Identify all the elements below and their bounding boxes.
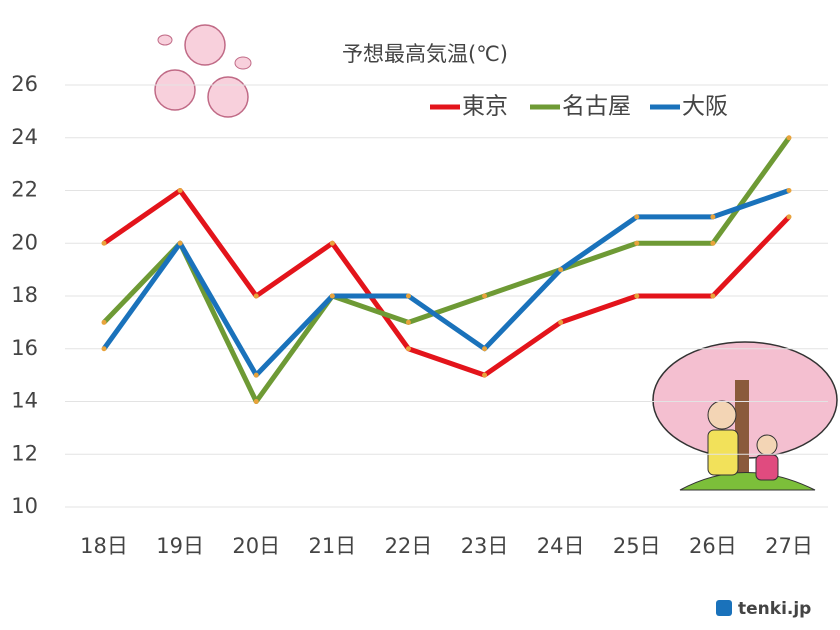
legend: 東京 名古屋 大阪 <box>430 94 728 120</box>
point <box>482 372 488 378</box>
point <box>786 135 792 141</box>
point <box>253 399 259 404</box>
point <box>253 372 259 378</box>
logo-icon <box>716 600 732 616</box>
point <box>253 293 259 299</box>
source: tenki.jp <box>738 599 811 619</box>
x-tick-label: 22日 <box>385 534 433 558</box>
y-tick-label: 18 <box>11 283 38 307</box>
legend-label: 東京 <box>462 94 508 120</box>
point <box>101 346 107 352</box>
y-tick-label: 26 <box>11 72 38 96</box>
point <box>329 240 335 246</box>
y-tick-label: 16 <box>11 336 38 360</box>
point <box>786 214 792 220</box>
x-tick-label: 23日 <box>461 534 509 558</box>
y-tick-label: 12 <box>11 441 38 465</box>
point <box>405 293 411 299</box>
blossoms <box>154 24 252 118</box>
point <box>558 267 564 273</box>
x-tick-label: 20日 <box>232 534 280 558</box>
point <box>101 319 107 325</box>
point <box>177 240 183 246</box>
point <box>786 188 792 193</box>
series-line <box>102 188 791 378</box>
point <box>634 240 640 246</box>
x-tick-label: 24日 <box>537 534 585 558</box>
point <box>558 319 564 325</box>
point <box>710 214 716 220</box>
x-tick-label: 18日 <box>80 534 128 558</box>
point <box>482 346 488 352</box>
x-tick-label: 26日 <box>689 534 737 558</box>
point <box>405 319 411 325</box>
point <box>405 346 411 352</box>
series-line <box>102 136 792 404</box>
y-tick-label: 14 <box>11 389 38 413</box>
grid: 10 12 14 16 18 20 22 24 26 <box>11 72 828 518</box>
y-tick-label: 20 <box>11 230 38 254</box>
point <box>710 240 716 246</box>
x-tick-label: 21日 <box>308 534 356 558</box>
point <box>101 240 107 246</box>
legend-label: 大阪 <box>682 94 728 120</box>
point <box>634 293 640 299</box>
x-tick-label: 25日 <box>613 534 661 558</box>
illustration <box>652 341 838 491</box>
point <box>329 293 335 299</box>
x-tick-label: 27日 <box>765 534 813 558</box>
y-tick-label: 24 <box>11 125 38 149</box>
point <box>482 293 488 299</box>
y-tick-label: 10 <box>11 494 38 518</box>
chart-title: 予想最高気温(℃) <box>342 42 508 66</box>
point <box>710 293 716 299</box>
point <box>634 214 640 220</box>
y-tick-label: 22 <box>11 178 38 202</box>
x-tick-label: 19日 <box>156 534 204 558</box>
point <box>177 188 183 193</box>
series-line <box>101 188 790 378</box>
legend-label: 名古屋 <box>562 94 631 120</box>
